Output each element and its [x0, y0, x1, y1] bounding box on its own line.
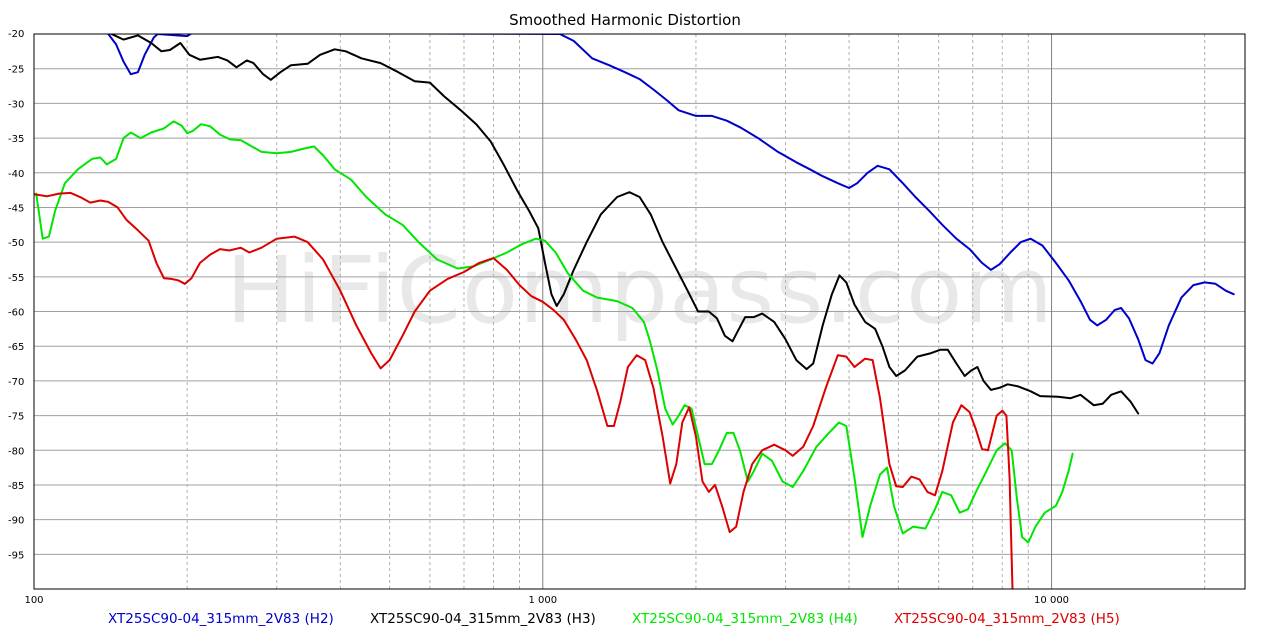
series-line-5 [34, 191, 1014, 589]
x-tick-label: 100 [24, 595, 43, 606]
y-tick-label: -25 [8, 65, 24, 76]
y-tick-label: -55 [8, 273, 24, 284]
y-tick-label: -30 [8, 99, 24, 110]
x-tick-label: 10 000 [1034, 595, 1069, 606]
y-tick-label: -70 [8, 377, 24, 388]
y-tick-label: -20 [8, 29, 24, 40]
series-line-3 [110, 34, 1140, 415]
x-tick-labels: 100 1 000 10 000 [24, 595, 1069, 606]
legend-entry: XT25SC90-04_315mm_2V83 (H2) [108, 611, 334, 627]
y-tick-label: -40 [8, 169, 24, 180]
chart-title: Smoothed Harmonic Distortion [509, 11, 741, 29]
legend-entry: XT25SC90-04_315mm_2V83 (H3) [370, 611, 596, 627]
y-tick-labels: -20 -25 -30 -35 -40 -45 -50 -55 -60 -65 -70 -75 -80 -… [8, 29, 24, 561]
series-line-2 [107, 34, 1235, 365]
y-tick-label: -80 [8, 446, 24, 457]
legend: XT25SC90-04_315mm_2V83 (H2) XT25SC90-04_3… [108, 611, 1120, 627]
y-tick-label: -45 [8, 203, 24, 214]
x-tick-label: 1 000 [528, 595, 557, 606]
grid-lines [33, 33, 1245, 590]
watermark-text: HiFiCompass.com [226, 237, 1054, 344]
y-tick-label: -50 [8, 238, 24, 249]
y-tick-label: -60 [8, 308, 24, 319]
legend-entry: XT25SC90-04_315mm_2V83 (H5) [894, 611, 1120, 627]
y-tick-label: -85 [8, 481, 24, 492]
plot-frame [33, 33, 1246, 590]
y-tick-label: -75 [8, 412, 24, 423]
y-tick-label: -90 [8, 516, 24, 527]
y-tick-label: -35 [8, 134, 24, 145]
y-tick-label: -95 [8, 550, 24, 561]
series-lines [34, 34, 1235, 589]
series-line-4 [35, 120, 1074, 544]
y-tick-label: -65 [8, 342, 24, 353]
legend-entry: XT25SC90-04_315mm_2V83 (H4) [632, 611, 858, 627]
